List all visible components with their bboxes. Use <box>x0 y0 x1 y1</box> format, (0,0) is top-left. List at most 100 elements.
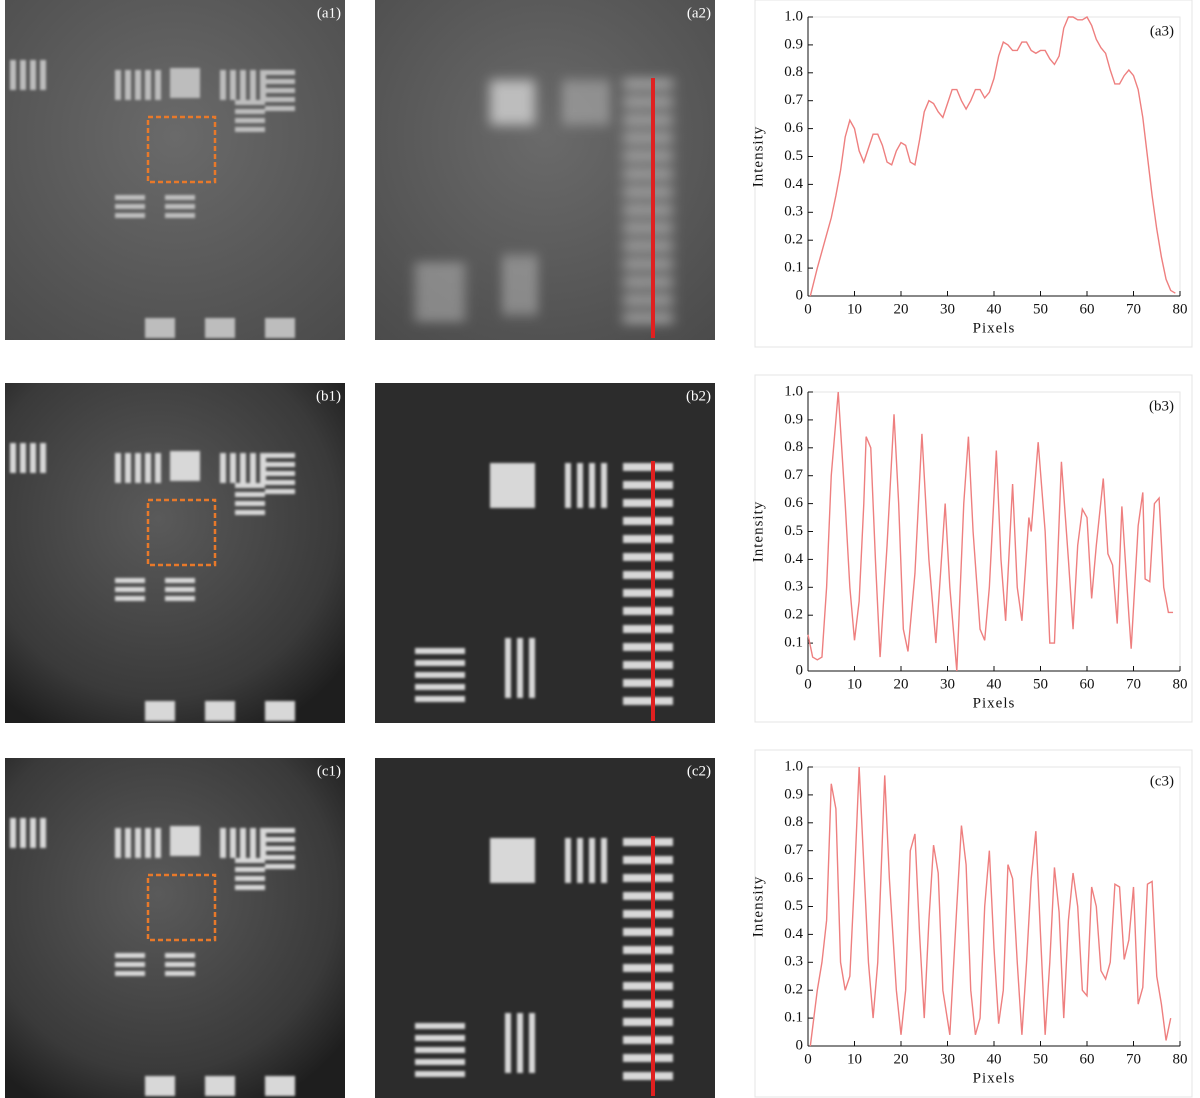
target-bar <box>623 571 673 579</box>
target-bar <box>265 471 295 476</box>
target-bar <box>623 296 673 304</box>
target-bar <box>415 1059 465 1065</box>
target-bar <box>265 864 295 869</box>
target-bar <box>115 578 145 583</box>
y-tick-label: 1.0 <box>784 383 803 399</box>
target-square <box>170 826 200 856</box>
target-bar <box>145 453 151 483</box>
target-bar <box>623 116 673 124</box>
target-bar <box>155 70 161 100</box>
x-tick-label: 50 <box>1033 301 1048 317</box>
panel-label: (b1) <box>316 388 341 404</box>
target-bar <box>235 501 265 506</box>
target-bar <box>250 70 256 100</box>
y-tick-label: 0.5 <box>784 898 803 914</box>
target-bar <box>529 638 535 698</box>
y-tick-label: 0.4 <box>784 551 803 567</box>
y-tick-label: 0.1 <box>784 635 803 651</box>
target-bar <box>145 828 151 858</box>
target-bar <box>265 837 295 842</box>
target-bottom <box>205 1076 235 1096</box>
target-bar <box>623 625 673 633</box>
target-bar <box>115 204 145 209</box>
target-bar <box>623 589 673 597</box>
panel-label: (a2) <box>687 5 711 21</box>
target-bar <box>623 98 673 106</box>
target-bar <box>230 828 236 858</box>
x-tick-label: 80 <box>1173 1051 1188 1067</box>
target-bar <box>565 838 571 883</box>
image-panel <box>5 0 345 340</box>
target-bar <box>165 213 195 218</box>
target-bar <box>20 443 26 473</box>
target-square <box>490 463 535 508</box>
image-panel <box>5 383 345 723</box>
x-tick-label: 80 <box>1173 301 1188 317</box>
target-bar <box>623 964 673 972</box>
x-tick-label: 70 <box>1126 301 1141 317</box>
y-tick-label: 0.6 <box>784 495 803 511</box>
target-bar <box>230 453 236 483</box>
target-bar <box>155 453 161 483</box>
target-bottom <box>145 318 175 338</box>
target-bar <box>265 846 295 851</box>
y-tick-label: 0.9 <box>784 411 803 427</box>
target-bottom <box>205 701 235 721</box>
image-background <box>5 383 345 723</box>
target-bar <box>517 255 523 315</box>
target-bar <box>30 60 36 90</box>
annotation: (a3) <box>1150 23 1174 39</box>
y-axis-label: Intensity <box>750 126 766 188</box>
x-tick-label: 60 <box>1080 1051 1095 1067</box>
x-tick-label: 10 <box>847 676 862 692</box>
target-bar <box>589 838 595 883</box>
target-bar <box>623 874 673 882</box>
annotation: (c3) <box>1150 773 1174 789</box>
target-bar <box>265 453 295 458</box>
y-tick-label: 0.6 <box>784 870 803 886</box>
y-tick-label: 0 <box>796 662 804 678</box>
target-bar <box>623 463 673 471</box>
target-bar <box>235 867 265 872</box>
target-bar <box>10 443 16 473</box>
target-bar <box>517 1013 523 1073</box>
target-bar <box>415 648 465 654</box>
target-bar <box>505 638 511 698</box>
target-bar <box>115 195 145 200</box>
y-tick-label: 0 <box>796 287 804 303</box>
x-tick-label: 70 <box>1126 1051 1141 1067</box>
target-bar <box>145 70 151 100</box>
target-bar <box>623 188 673 196</box>
target-bar <box>235 118 265 123</box>
target-bottom <box>145 701 175 721</box>
target-bar <box>517 638 523 698</box>
image-panel <box>375 758 715 1098</box>
target-bar <box>589 463 595 508</box>
target-bar <box>623 481 673 489</box>
target-bar <box>415 696 465 702</box>
y-tick-label: 1.0 <box>784 8 803 24</box>
target-bar <box>415 684 465 690</box>
target-bar <box>415 265 465 271</box>
target-bar <box>165 195 195 200</box>
image-panel <box>5 758 345 1098</box>
target-bar <box>415 1071 465 1077</box>
y-tick-label: 0.9 <box>784 36 803 52</box>
target-bar <box>415 277 465 283</box>
target-square <box>170 68 200 98</box>
image-background <box>5 0 345 340</box>
target-bar <box>115 70 121 100</box>
target-bar <box>265 88 295 93</box>
target-bar <box>235 109 265 114</box>
image-panel <box>375 0 715 340</box>
target-bar <box>565 80 571 125</box>
y-tick-label: 0.9 <box>784 786 803 802</box>
target-bar <box>165 971 195 976</box>
target-bottom <box>145 1076 175 1096</box>
target-bar <box>30 443 36 473</box>
target-bar <box>20 818 26 848</box>
target-bar <box>623 910 673 918</box>
target-square <box>490 80 535 125</box>
target-bar <box>623 982 673 990</box>
target-bar <box>220 70 226 100</box>
